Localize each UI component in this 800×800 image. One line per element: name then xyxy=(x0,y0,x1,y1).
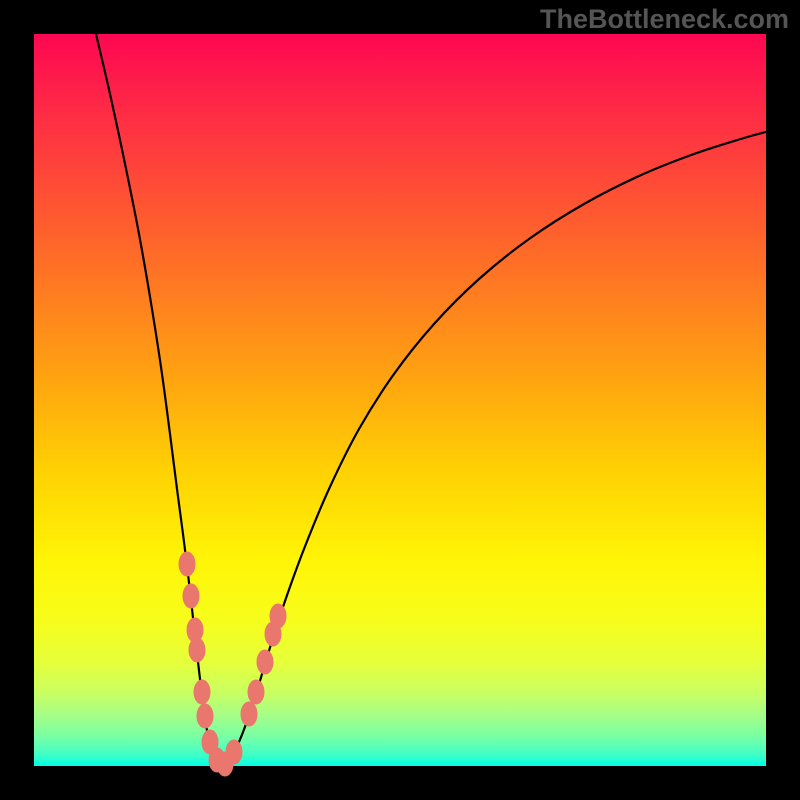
marker-point xyxy=(197,704,213,728)
chart-svg xyxy=(0,0,800,800)
marker-point xyxy=(194,680,210,704)
marker-point xyxy=(248,680,264,704)
marker-point xyxy=(257,650,273,674)
marker-point xyxy=(241,702,257,726)
marker-point xyxy=(226,740,242,764)
marker-point xyxy=(179,552,195,576)
marker-point xyxy=(189,638,205,662)
curve-right-branch xyxy=(222,132,766,765)
watermark-text: TheBottleneck.com xyxy=(540,4,789,35)
marker-point xyxy=(183,584,199,608)
marker-point xyxy=(270,604,286,628)
